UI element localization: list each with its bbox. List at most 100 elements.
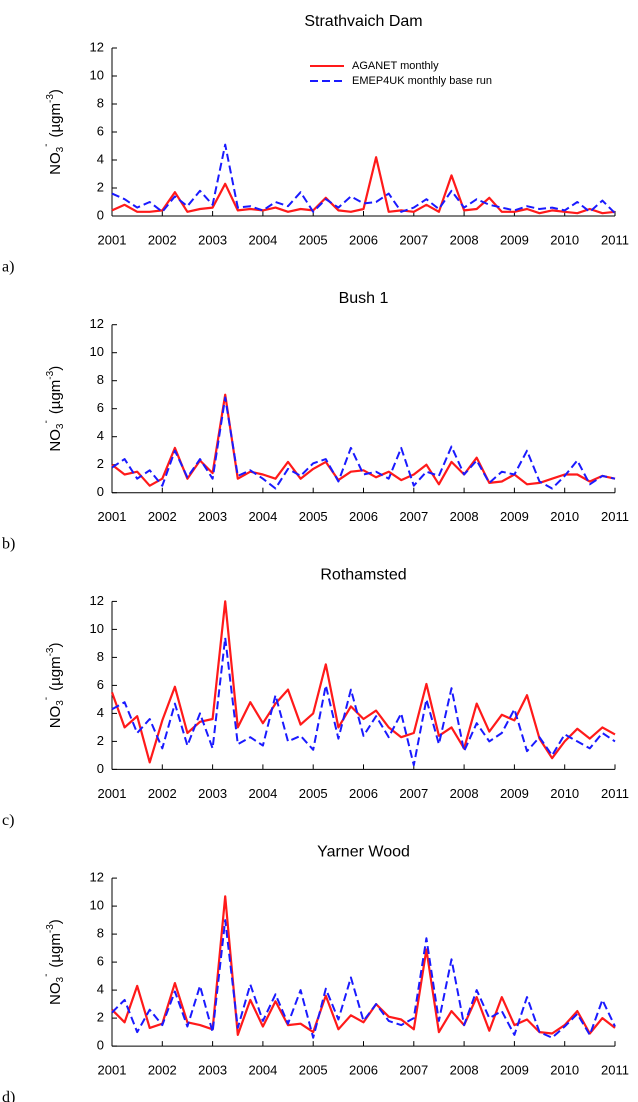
y-tick-label: 4 — [97, 151, 104, 166]
y-label-part: ) — [47, 919, 64, 924]
y-label-part: NO — [47, 982, 64, 1005]
y-label-part: NO — [47, 706, 64, 729]
y-tick-label: 6 — [97, 123, 104, 138]
x-tick-label: 2002 — [148, 786, 177, 801]
x-tick-label: 2005 — [299, 1063, 328, 1078]
panel-label: b) — [2, 535, 15, 552]
y-tick-label: 6 — [97, 400, 104, 415]
y-tick-label: 0 — [97, 484, 104, 499]
y-label-part: 3 — [55, 976, 66, 982]
series-line — [111, 393, 616, 487]
x-tick-label: 2006 — [349, 786, 378, 801]
x-tick-label: 2009 — [500, 786, 529, 801]
y-tick-label: 12 — [90, 39, 104, 54]
x-tick-label: 2001 — [98, 509, 127, 524]
y-tick-label: 0 — [97, 207, 104, 222]
y-tick-label: 10 — [90, 344, 104, 359]
series-line — [111, 919, 616, 1039]
series-line — [111, 636, 616, 767]
x-tick-label: 2008 — [450, 1063, 479, 1078]
y-tick-label: 4 — [97, 705, 104, 720]
y-label-part: - — [41, 974, 52, 977]
x-tick-label: 2004 — [248, 786, 277, 801]
x-tick-label: 2011 — [601, 786, 629, 801]
y-tick-label: 6 — [97, 677, 104, 692]
x-tick-label: 2007 — [399, 509, 428, 524]
y-tick-label: 10 — [90, 67, 104, 82]
y-tick-label: 10 — [90, 898, 104, 913]
chart-title: Bush 1 — [339, 290, 389, 307]
x-tick-label: 2009 — [500, 509, 529, 524]
y-label-part: NO — [47, 429, 64, 452]
x-tick-label: 2003 — [198, 509, 227, 524]
y-axis-label: NO3- (µgm-3) — [41, 643, 66, 729]
x-tick-label: 2004 — [248, 509, 277, 524]
y-tick-label: 12 — [90, 870, 104, 885]
y-tick-label: 4 — [97, 428, 104, 443]
x-tick-label: 2007 — [399, 786, 428, 801]
x-tick-label: 2011 — [601, 509, 629, 524]
x-tick-label: 2011 — [601, 232, 629, 247]
x-tick-label: 2006 — [349, 1063, 378, 1078]
x-tick-label: 2002 — [148, 232, 177, 247]
y-tick-label: 6 — [97, 954, 104, 969]
y-label-part: NO — [47, 152, 64, 175]
y-axis-label: NO3- (µgm-3) — [41, 89, 66, 175]
chart-title: Strathvaich Dam — [304, 13, 422, 30]
y-label-part: -3 — [45, 924, 56, 933]
x-tick-label: 2004 — [248, 1063, 277, 1078]
y-label-part: 3 — [55, 423, 66, 429]
y-tick-label: 12 — [90, 593, 104, 608]
y-tick-label: 12 — [90, 316, 104, 331]
y-tick-label: 2 — [97, 456, 104, 471]
x-tick-label: 2007 — [399, 1063, 428, 1078]
y-label-part: ) — [47, 89, 64, 94]
x-tick-label: 2005 — [299, 232, 328, 247]
panel-label: c) — [2, 812, 14, 829]
chart-title: Rothamsted — [320, 567, 406, 584]
y-tick-label: 8 — [97, 649, 104, 664]
x-tick-label: 2007 — [399, 232, 428, 247]
series-line — [111, 156, 616, 215]
y-tick-label: 2 — [97, 179, 104, 194]
x-tick-label: 2001 — [98, 1063, 127, 1078]
y-label-part: - — [41, 697, 52, 700]
y-tick-label: 0 — [97, 761, 104, 776]
x-tick-label: 2003 — [198, 1063, 227, 1078]
panel-label: d) — [2, 1089, 15, 1102]
y-label-part: - — [41, 143, 52, 146]
x-tick-label: 2001 — [98, 786, 127, 801]
y-tick-label: 4 — [97, 982, 104, 997]
chart-title: Yarner Wood — [317, 843, 410, 860]
y-axis-label: NO3- (µgm-3) — [41, 919, 66, 1005]
y-label-part: (µgm — [47, 656, 64, 690]
x-tick-label: 2002 — [148, 509, 177, 524]
y-label-part: (µgm — [47, 933, 64, 967]
y-label-part: ) — [47, 643, 64, 648]
y-label-part: -3 — [45, 94, 56, 103]
x-tick-label: 2006 — [349, 509, 378, 524]
y-tick-label: 2 — [97, 733, 104, 748]
x-tick-label: 2011 — [601, 1063, 629, 1078]
y-tick-label: 10 — [90, 621, 104, 636]
y-label-part: ) — [47, 366, 64, 371]
x-tick-label: 2005 — [299, 786, 328, 801]
y-label-part: -3 — [45, 647, 56, 656]
y-label-part: (µgm — [47, 380, 64, 414]
x-tick-label: 2003 — [198, 232, 227, 247]
x-tick-label: 2009 — [500, 232, 529, 247]
x-tick-label: 2003 — [198, 786, 227, 801]
x-tick-label: 2008 — [450, 232, 479, 247]
series-line — [111, 396, 616, 490]
y-tick-label: 8 — [97, 926, 104, 941]
x-tick-label: 2009 — [500, 1063, 529, 1078]
y-axis-label: NO3- (µgm-3) — [41, 366, 66, 452]
panel-label: a) — [2, 259, 14, 276]
y-tick-label: 2 — [97, 1010, 104, 1025]
x-tick-label: 2004 — [248, 232, 277, 247]
x-tick-label: 2001 — [98, 232, 127, 247]
x-tick-label: 2010 — [550, 509, 579, 524]
legend-label: AGANET monthly — [352, 60, 439, 72]
series-line — [111, 895, 616, 1036]
